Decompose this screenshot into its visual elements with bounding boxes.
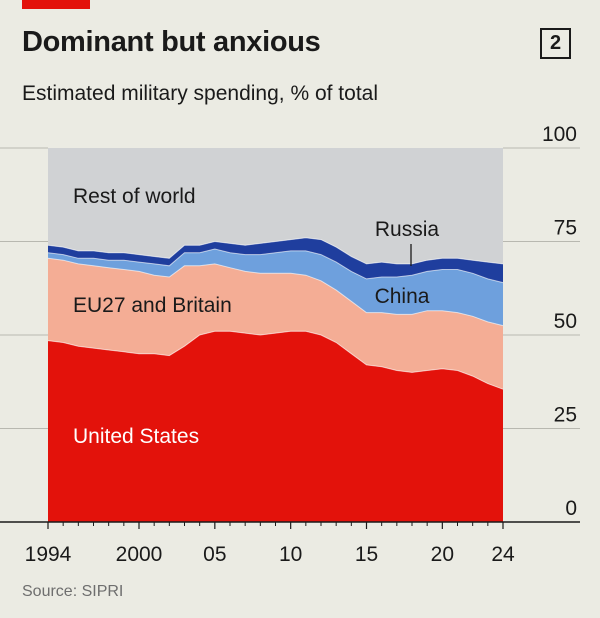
figure-number: 2: [540, 28, 571, 59]
area-rest-of-world: [48, 148, 503, 264]
boundary-united-states: [47, 330, 504, 390]
source-note: Source: SIPRI: [22, 583, 124, 600]
y-tick-label-25: 25: [554, 404, 577, 427]
area-eu27-and-britain: [48, 258, 503, 390]
y-tick-label-0: 0: [565, 497, 577, 520]
boundary-china: [47, 248, 504, 284]
area-russia: [48, 237, 503, 283]
accent-tab: [22, 0, 90, 9]
chart-title: Dominant but anxious: [22, 26, 321, 58]
series-label-rest-of-world: Rest of world: [73, 185, 196, 208]
series-label-china: China: [375, 285, 430, 308]
area-china: [48, 249, 503, 326]
area-layers: [48, 148, 503, 522]
x-tick-label-2010: 10: [279, 543, 302, 566]
x-tick-label-2020: 20: [431, 543, 454, 566]
boundary-eu27-and-britain: [47, 257, 504, 327]
area-united-states: [48, 331, 503, 522]
series-label-russia: Russia: [375, 218, 440, 241]
x-tick-label-2024: 24: [491, 543, 515, 566]
chart-subtitle: Estimated military spending, % of total: [22, 82, 378, 105]
x-tick-label-2005: 05: [203, 543, 226, 566]
x-tick-label-2015: 15: [355, 543, 378, 566]
series-label-eu27-and-britain: EU27 and Britain: [73, 294, 232, 317]
series-label-united-states: United States: [73, 425, 199, 448]
x-tick-label-2000: 2000: [116, 543, 163, 566]
y-tick-label-50: 50: [554, 310, 577, 333]
x-tick-label-1994: 1994: [25, 543, 72, 566]
y-tick-label-100: 100: [542, 123, 577, 146]
boundary-russia: [47, 237, 504, 265]
y-tick-label-75: 75: [554, 217, 577, 240]
